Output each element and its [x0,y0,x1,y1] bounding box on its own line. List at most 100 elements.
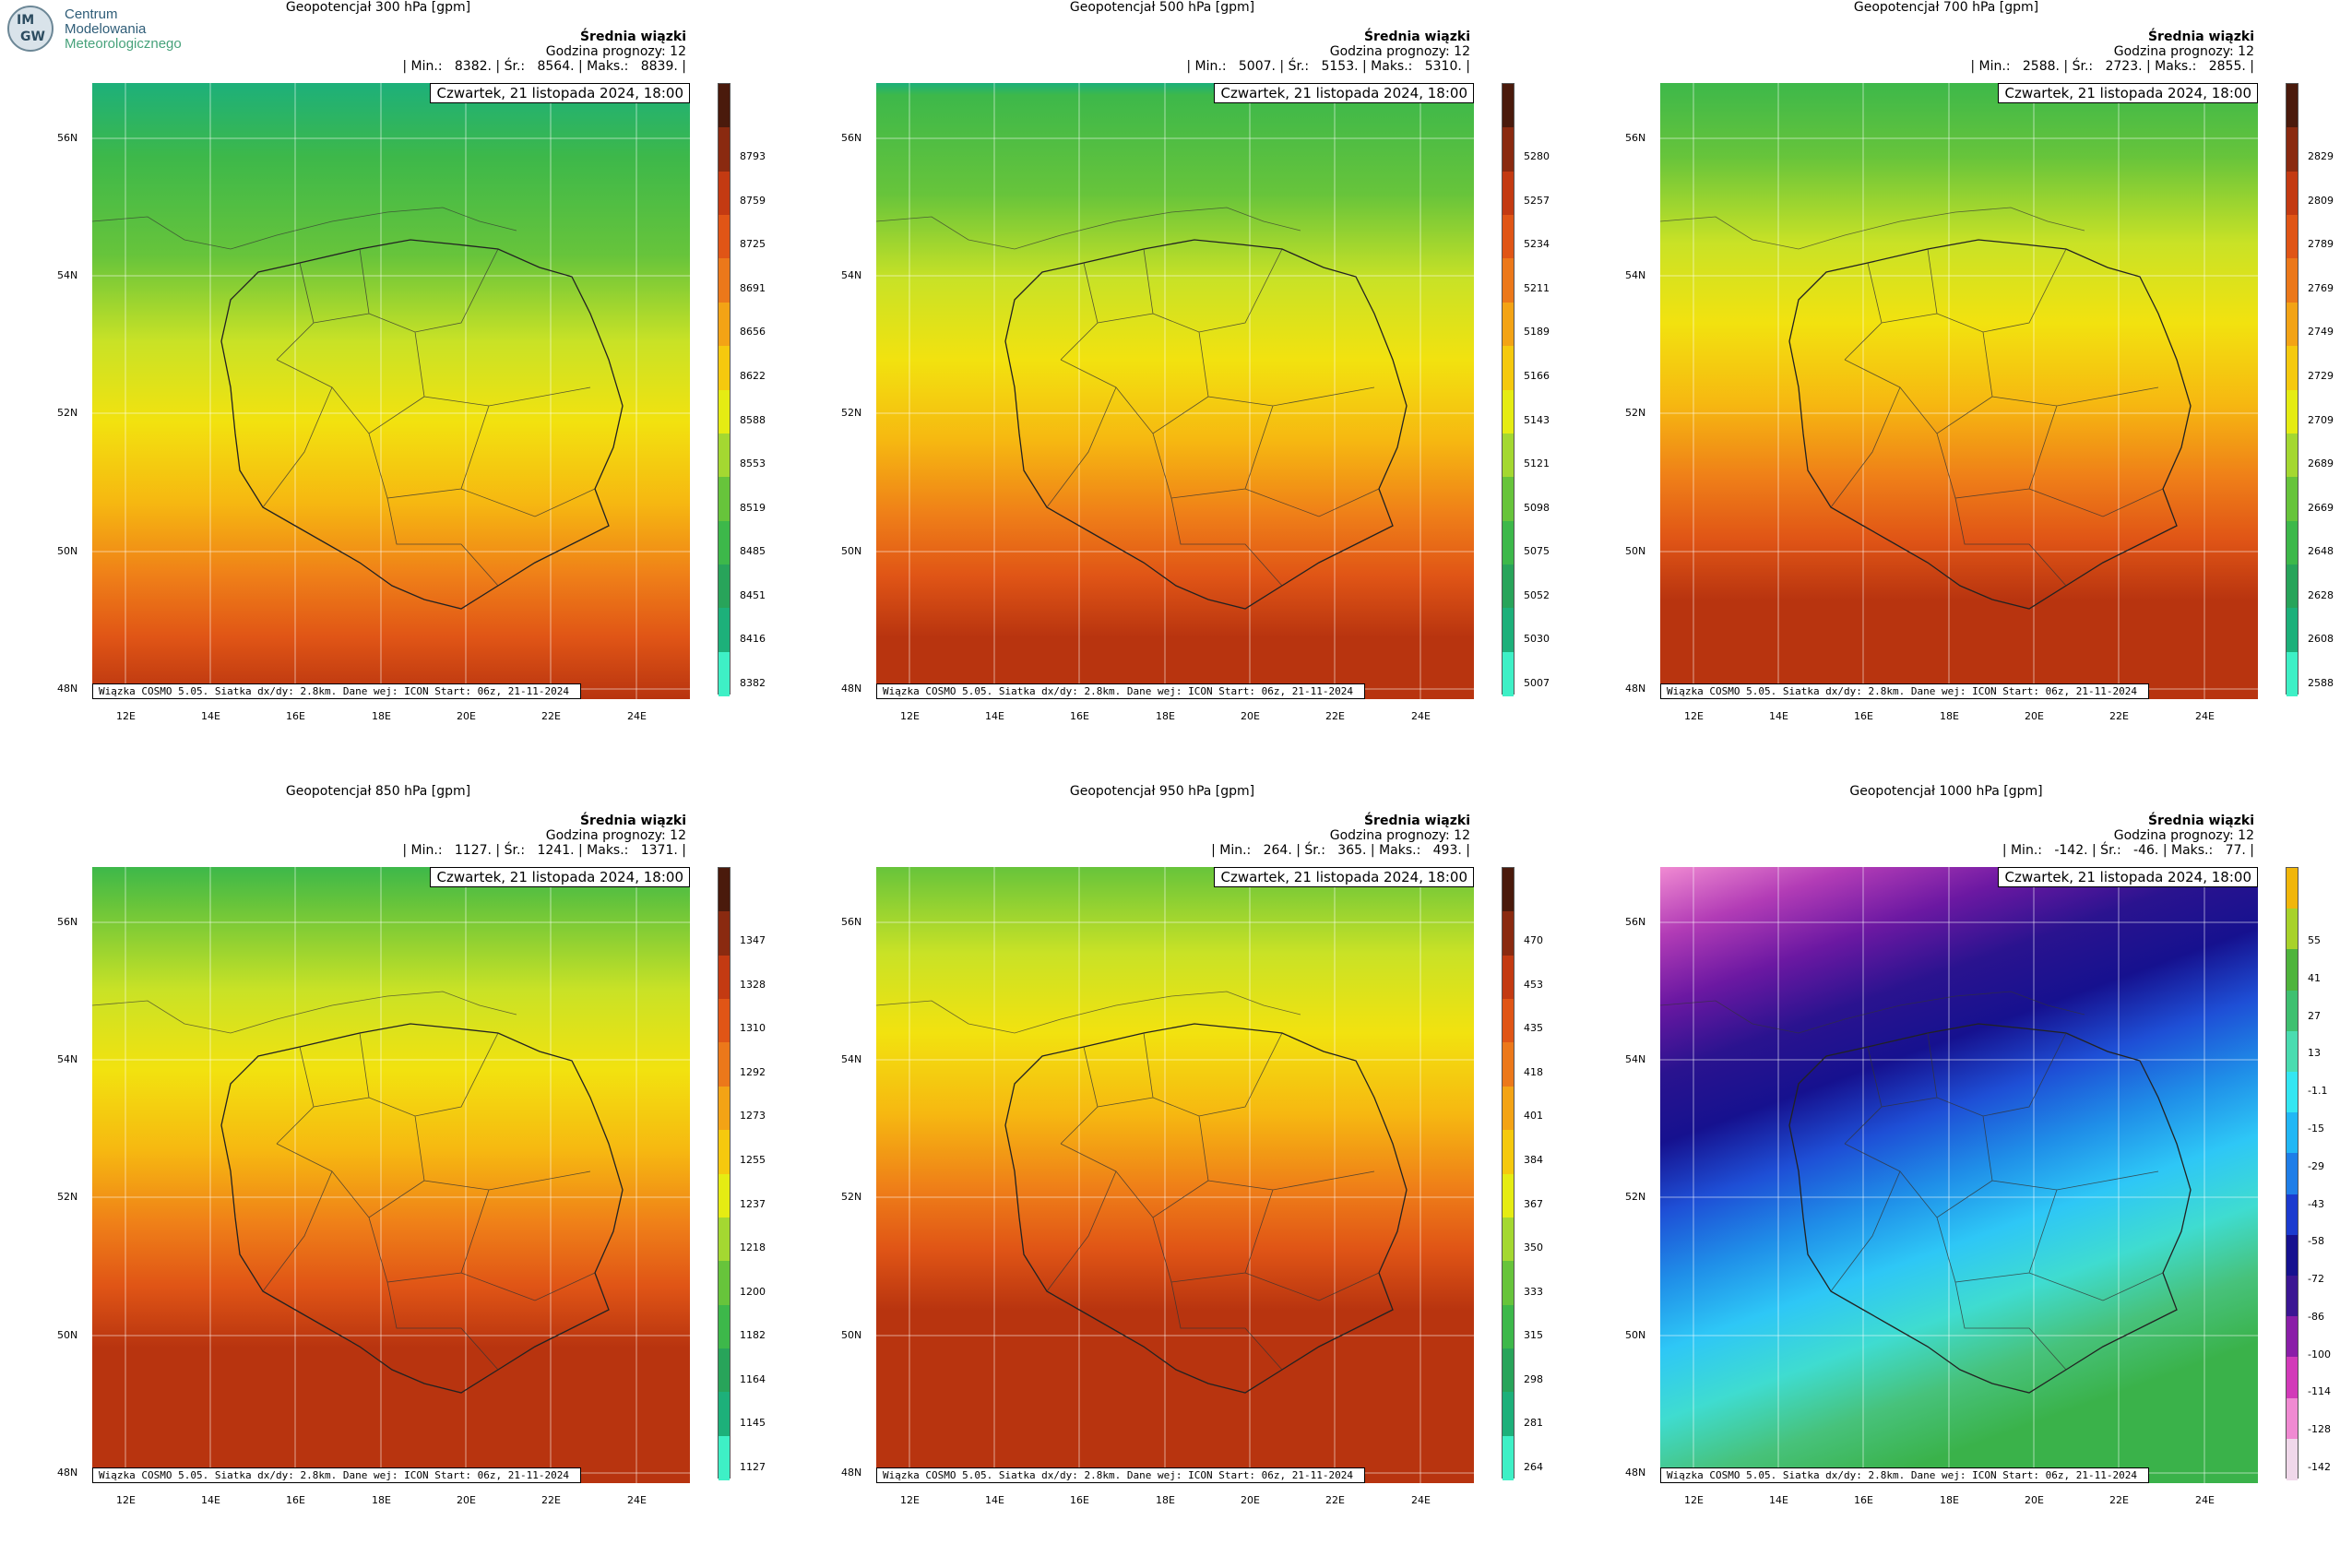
colorbar-tick-label: -86 [2308,1310,2324,1323]
forecast-hour: Godzina prognozy: 12 [2113,44,2254,59]
country-border [1788,239,2192,610]
colorbar-segment [719,171,730,217]
colorbar-tick-label: 2709 [2308,413,2334,426]
colorbar-tick-label: 1310 [740,1022,766,1035]
panel-title: Geopotencjał 850 hPa [gpm] [285,784,471,799]
lon-label: 18E [372,710,391,722]
map-area[interactable]: Czwartek, 21 listopada 2024, 18:00 Wiązk… [1660,83,2258,699]
colorbar-tick-label: 2829 [2308,150,2334,162]
colorbar-segment [2287,389,2298,434]
panel-header: Średnia wiązki Godzina prognozy: 12 | Mi… [2002,814,2254,858]
colorbar-tick-label: 333 [1524,1285,1543,1298]
region-borders [262,248,596,587]
map-area[interactable]: Czwartek, 21 listopada 2024, 18:00 Wiązk… [876,867,1474,1483]
colorbar-tick-label: 1328 [740,978,766,991]
geopotential-panel-3: Geopotencjał 700 hPa [gpm] Średnia wiązk… [1568,0,2334,766]
colorbar-segment [719,564,730,610]
colorbar-segment [2287,1397,2298,1440]
colorbar-tick-label: 418 [1524,1065,1543,1078]
colorbar-tick-label: 1218 [740,1241,766,1254]
lon-label: 16E [1854,710,1873,722]
colorbar-segment [2287,215,2298,260]
map-field [1660,83,2258,699]
colorbar-segment [2287,302,2298,348]
colorbar [718,867,731,1480]
map-area[interactable]: Czwartek, 21 listopada 2024, 18:00 Wiązk… [876,83,1474,699]
model-info-box: Wiązka COSMO 5.05. Siatka dx/dy: 2.8km. … [92,1467,581,1483]
coastline [92,207,517,250]
colorbar-segment [1503,127,1514,172]
colorbar-segment [719,84,730,129]
map-area[interactable]: Czwartek, 21 listopada 2024, 18:00 Wiązk… [92,867,690,1483]
colorbar-segment [1503,1348,1514,1394]
lon-label: 14E [985,1494,1004,1506]
lon-label: 24E [2195,710,2215,722]
lon-label: 22E [1325,1494,1345,1506]
lon-label: 20E [1241,1494,1260,1506]
lat-label: 50N [1625,1329,1646,1341]
colorbar-segment [2287,84,2298,129]
lon-label: 22E [541,710,561,722]
geopotential-panel-5: Geopotencjał 950 hPa [gpm] Średnia wiązk… [784,784,1543,1550]
colorbar-segment [1503,84,1514,129]
geopotential-panel-6: Geopotencjał 1000 hPa [gpm] Średnia wiąz… [1568,784,2331,1550]
panel-title: Geopotencjał 700 hPa [gpm] [1853,0,2039,15]
field-shading [92,867,690,1483]
colorbar-tick-label: 2729 [2308,369,2334,382]
panel-header: Średnia wiązki Godzina prognozy: 12 | Mi… [1211,814,1470,858]
colorbar-segment [2287,127,2298,172]
colorbar-tick-label: 453 [1524,978,1543,991]
map-field [876,83,1474,699]
lat-label: 52N [57,1191,78,1203]
panel-stats: | Min.: 2588. | Śr.: 2723. | Maks.: 2855… [1970,59,2254,74]
colorbar-segment [719,433,730,479]
colorbar-tick-label: 5234 [1524,238,1550,251]
colorbar-tick-label: 41 [2308,971,2321,984]
map-area[interactable]: Czwartek, 21 listopada 2024, 18:00 Wiązk… [92,83,690,699]
colorbar-tick-label: 2749 [2308,326,2334,339]
country-border [220,239,624,610]
lon-label: 24E [627,710,647,722]
lat-label: 52N [841,1191,862,1203]
colorbar-tick-label: -100 [2308,1348,2331,1360]
lat-label: 50N [841,1329,862,1341]
field-shading [876,867,1474,1483]
colorbar-segment [719,1130,730,1175]
lon-label: 20E [2025,710,2044,722]
colorbar-segment [719,608,730,653]
model-info-box: Wiązka COSMO 5.05. Siatka dx/dy: 2.8km. … [876,683,1365,699]
colorbar-tick-label: 2648 [2308,545,2334,558]
colorbar [2286,83,2299,696]
colorbar-segment [1503,520,1514,565]
country-border [1788,1023,2192,1394]
colorbar-tick-label: 8553 [740,457,766,470]
colorbar-segment [2287,651,2298,696]
colorbar-segment [719,1042,730,1087]
country-border [1004,239,1408,610]
colorbar-tick-label: 5211 [1524,281,1550,294]
panel-stats: | Min.: 1127. | Śr.: 1241. | Maks.: 1371… [402,843,686,858]
lon-label: 16E [1070,710,1089,722]
colorbar-tick-label: 8622 [740,369,766,382]
lat-label: 54N [57,269,78,281]
model-info-box: Wiązka COSMO 5.05. Siatka dx/dy: 2.8km. … [1660,1467,2149,1483]
imgw-logo: IM GW Centrum Modelowania Meteorologiczn… [7,6,192,52]
colorbar-segment [2287,477,2298,522]
lat-label: 56N [841,132,862,144]
colorbar-segment [719,1348,730,1394]
colorbar-segment [719,651,730,696]
forecast-hour: Godzina prognozy: 12 [545,44,686,59]
colorbar-segment [719,127,730,172]
lat-label: 52N [1625,407,1646,419]
colorbar-segment [1503,608,1514,653]
lon-label: 12E [900,710,920,722]
colorbar-segment [1503,999,1514,1044]
region-borders [1046,248,1380,587]
coastline [92,991,517,1034]
panel-subtitle: Średnia wiązki [579,30,686,44]
map-area[interactable]: Czwartek, 21 listopada 2024, 18:00 Wiązk… [1660,867,2258,1483]
colorbar-tick-label: 5052 [1524,588,1550,601]
colorbar-segment [719,1217,730,1263]
lon-label: 20E [1241,710,1260,722]
colorbar-segment [719,1173,730,1218]
